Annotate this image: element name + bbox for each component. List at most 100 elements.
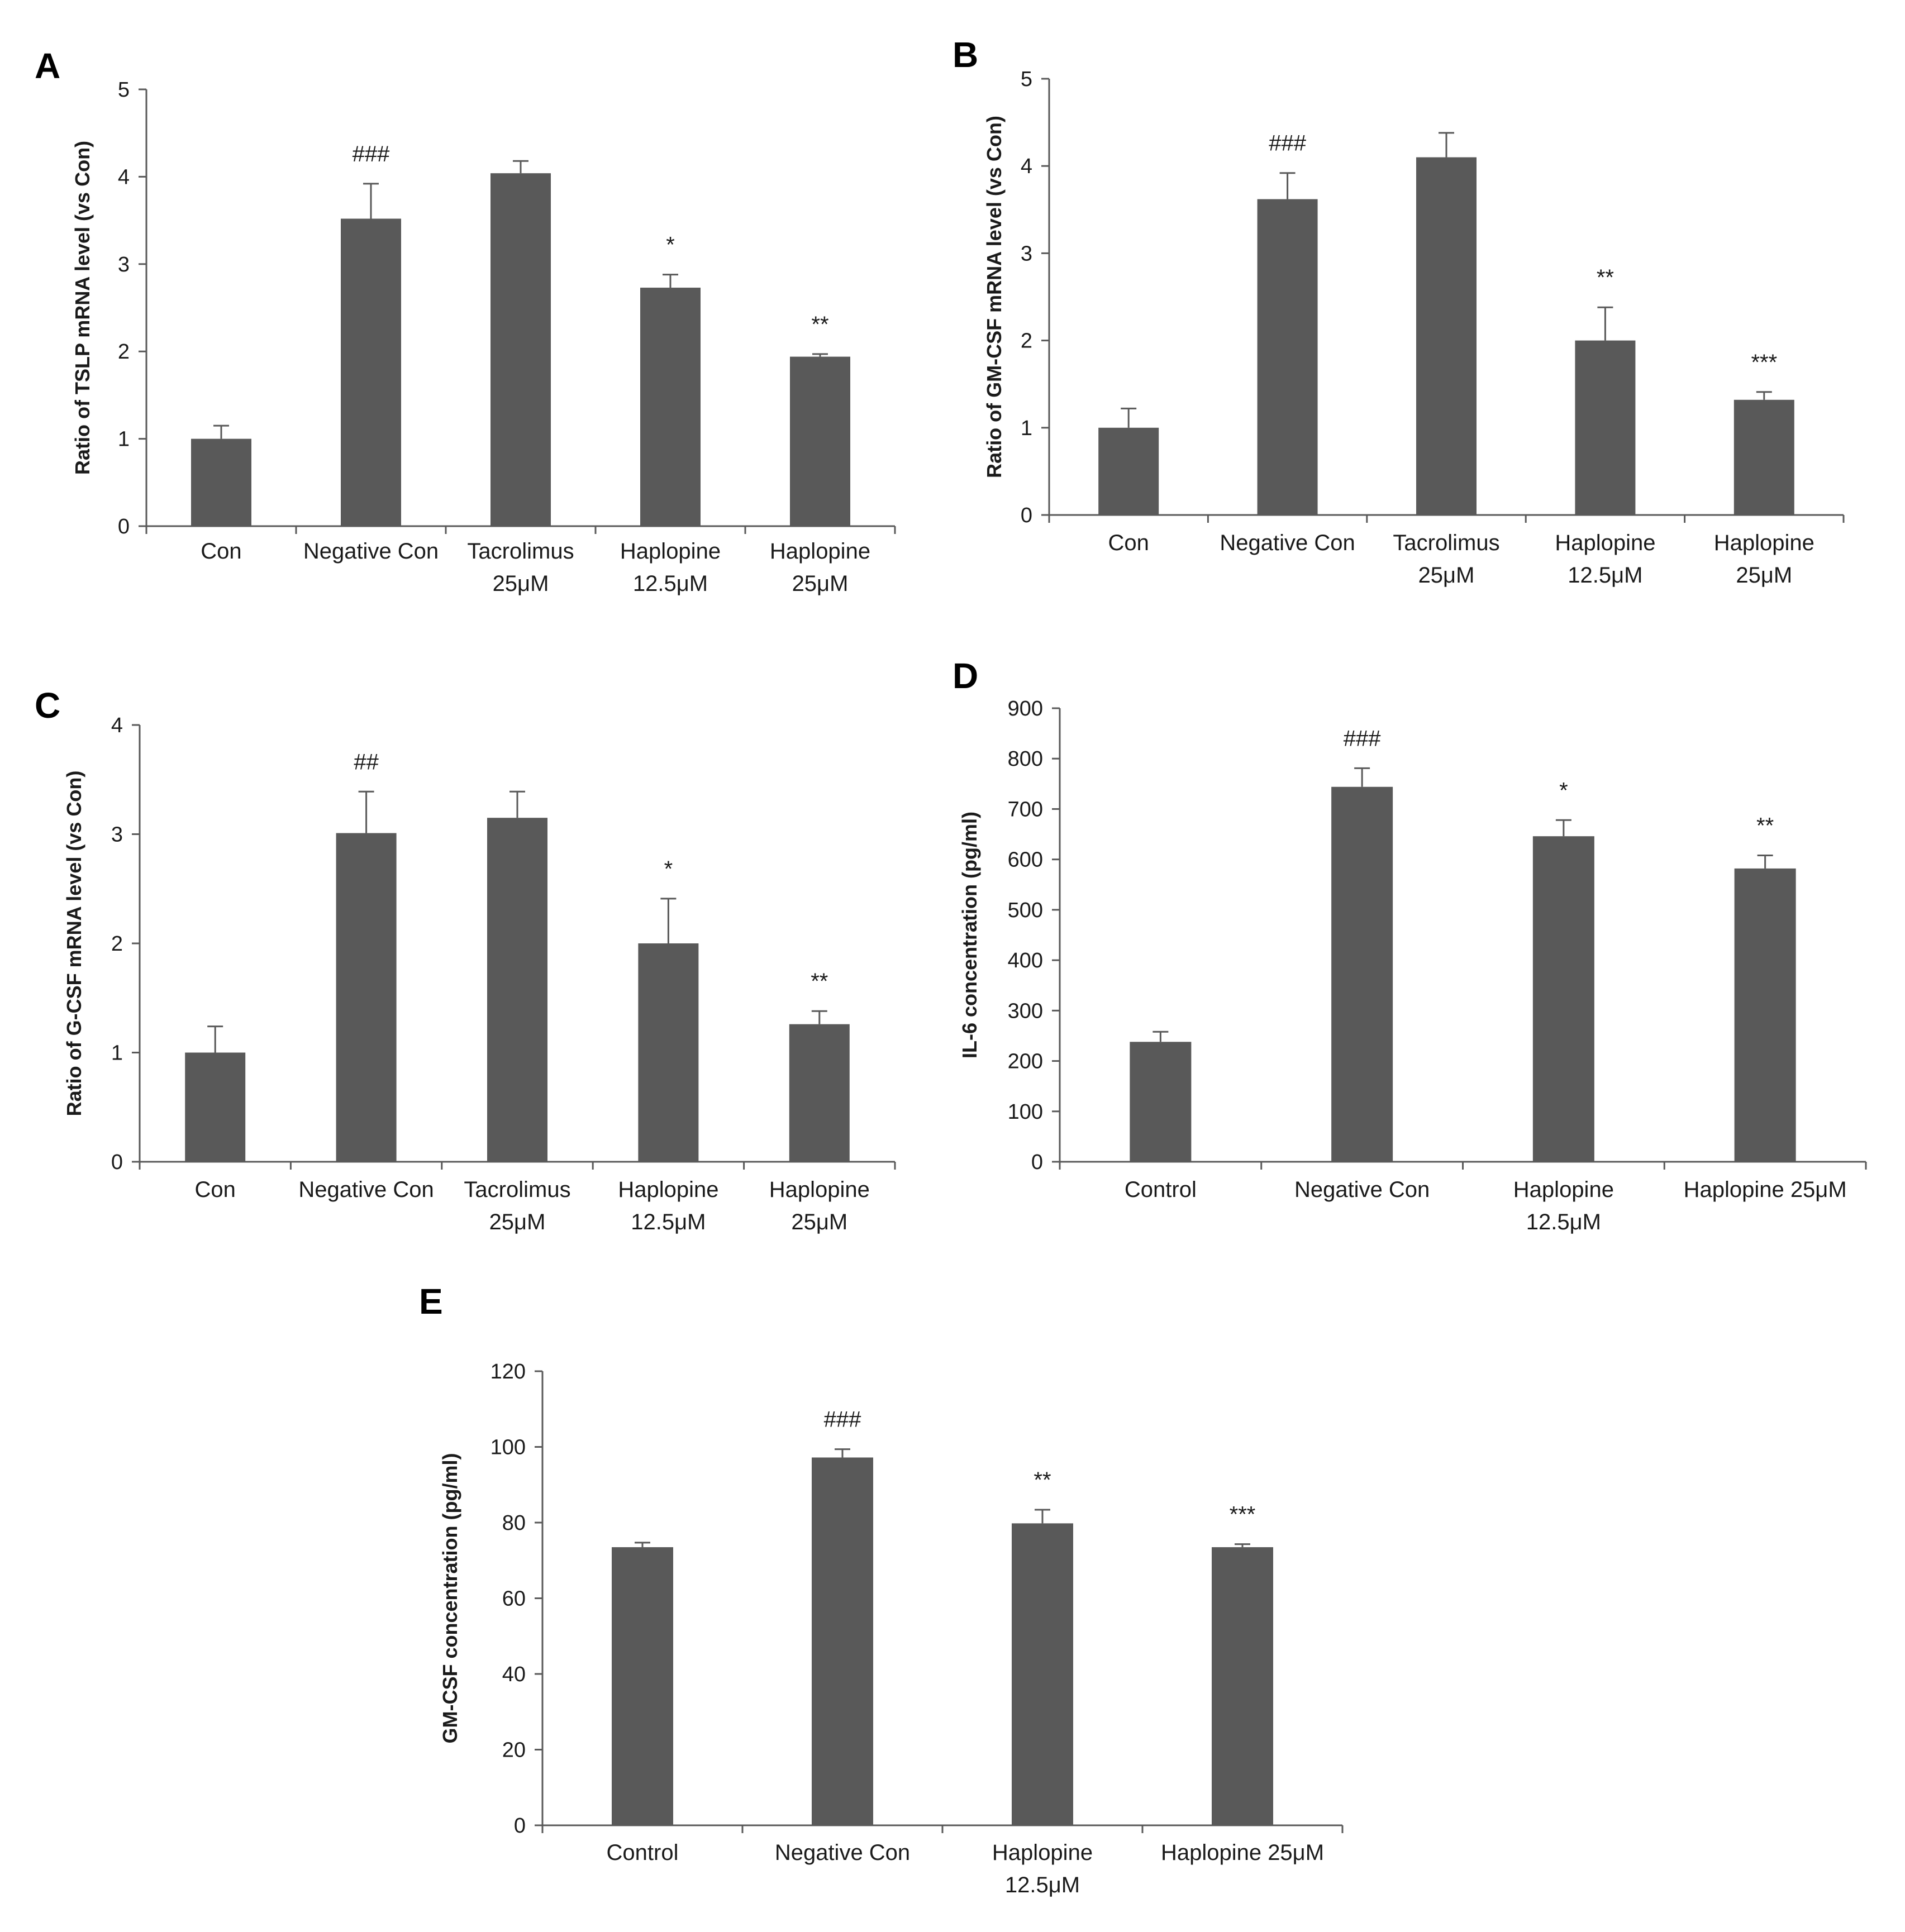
- bar: [487, 818, 547, 1162]
- significance-label: ##: [354, 750, 379, 774]
- y-tick-label: 100: [490, 1436, 526, 1459]
- significance-label: ###: [824, 1408, 861, 1432]
- x-tick-label: Tacrolimus: [467, 539, 574, 564]
- y-tick-label: 3: [111, 823, 123, 847]
- x-tick-label: Negative Con: [1220, 531, 1355, 555]
- y-tick-label: 2: [118, 340, 130, 364]
- panel-label: B: [952, 35, 978, 75]
- bar: [638, 943, 699, 1162]
- y-tick-label: 1: [118, 428, 130, 451]
- y-tick-label: 600: [1008, 848, 1043, 872]
- x-tick-label: Negative Con: [303, 539, 439, 564]
- y-tick-label: 120: [490, 1360, 526, 1384]
- y-tick-label: 80: [502, 1511, 526, 1535]
- x-tick-label: 25μM: [489, 1210, 546, 1234]
- x-tick-label: 12.5μM: [633, 571, 708, 596]
- y-tick-label: 200: [1008, 1050, 1043, 1074]
- bar: [1130, 1042, 1192, 1162]
- panel-e: E 0 20 40 60 80 100 120 GM-CSF concentration (pg…: [419, 1281, 1344, 1897]
- y-tick-label: 0: [1031, 1151, 1043, 1174]
- bar: [1212, 1547, 1273, 1825]
- x-tick-label: 12.5μM: [631, 1210, 706, 1234]
- x-tick-label: 12.5μM: [1005, 1873, 1080, 1897]
- significance-label: ###: [353, 142, 390, 166]
- x-tick-label: 25μM: [791, 1210, 847, 1234]
- x-tick-label: Con: [1108, 531, 1149, 555]
- bar: [336, 833, 397, 1162]
- significance-label: **: [811, 312, 828, 337]
- y-tick-label: 2: [111, 932, 123, 956]
- bar: [640, 288, 701, 526]
- y-tick-label: 0: [111, 1151, 123, 1174]
- bar: [341, 218, 401, 526]
- y-tick-label: 20: [502, 1739, 526, 1762]
- significance-label: *: [666, 233, 675, 257]
- y-tick-label: 800: [1008, 747, 1043, 771]
- x-tick-label: 25μM: [493, 571, 549, 596]
- x-tick-label: Negative Con: [775, 1840, 910, 1865]
- x-tick-label: Haplopine 25μM: [1161, 1840, 1324, 1865]
- bar: [1416, 157, 1477, 516]
- y-axis-label: IL-6 concentration (pg/ml): [958, 812, 981, 1058]
- x-tick-label: Haplopine 25μM: [1684, 1177, 1847, 1202]
- x-tick-label: 25μM: [792, 571, 849, 596]
- bar: [490, 173, 551, 526]
- y-tick-label: 500: [1008, 899, 1043, 922]
- bar: [789, 1024, 850, 1162]
- y-axis-label: Ratio of TSLP mRNA level (vs Con): [71, 141, 94, 475]
- y-tick-label: 60: [502, 1587, 526, 1611]
- y-tick-label: 0: [118, 515, 130, 538]
- bar: [1575, 340, 1636, 515]
- y-tick-label: 4: [1021, 155, 1032, 178]
- bar: [612, 1547, 673, 1825]
- x-tick-label: Negative Con: [298, 1177, 434, 1202]
- panel-label: A: [35, 46, 60, 86]
- panel-c: C 0 1 2 3 4 Ratio of G-CSF mRNA level (vs Con)…: [35, 685, 896, 1234]
- bar: [1734, 868, 1796, 1162]
- bar: [812, 1457, 873, 1825]
- y-tick-label: 40: [502, 1663, 526, 1686]
- x-tick-label: Haplopine: [1714, 531, 1814, 555]
- significance-label: **: [1034, 1468, 1051, 1492]
- bar: [1012, 1523, 1073, 1825]
- significance-label: ***: [1751, 350, 1777, 375]
- x-tick-label: Negative Con: [1294, 1177, 1430, 1202]
- y-tick-label: 5: [1021, 68, 1032, 91]
- x-tick-label: Haplopine: [1513, 1177, 1614, 1202]
- y-tick-label: 1: [1021, 417, 1032, 440]
- significance-label: *: [1559, 778, 1568, 803]
- x-tick-label: Haplopine: [769, 1177, 870, 1202]
- y-tick-label: 100: [1008, 1100, 1043, 1124]
- panel-b: B 0 1 2 3 4 5 Ratio of GM-CSF mRNA level (vs Co…: [952, 35, 1845, 588]
- y-tick-label: 5: [118, 78, 130, 102]
- x-tick-label: Control: [607, 1840, 679, 1865]
- x-tick-label: Control: [1125, 1177, 1197, 1202]
- bar: [185, 1052, 246, 1162]
- significance-label: ***: [1230, 1502, 1256, 1527]
- bar: [790, 356, 850, 526]
- panel-a: A 0 1 2 3 4 5 Ratio of TSLP mRNA level (vs Con)…: [35, 46, 896, 596]
- y-tick-label: 700: [1008, 798, 1043, 821]
- y-tick-label: 300: [1008, 999, 1043, 1023]
- significance-label: ###: [1344, 726, 1381, 751]
- bar: [1532, 836, 1594, 1162]
- bar: [1257, 199, 1318, 515]
- y-tick-label: 0: [514, 1814, 526, 1838]
- panel-label: D: [952, 656, 978, 696]
- y-tick-label: 900: [1008, 697, 1043, 721]
- x-tick-label: 25μM: [1736, 563, 1792, 588]
- panel-d: D 0 100 200 300 400 500 600 700 800 900 IL-6 concen…: [952, 656, 1867, 1234]
- y-tick-label: 3: [1021, 242, 1032, 265]
- x-tick-label: Haplopine: [1555, 531, 1655, 555]
- x-tick-label: 25μM: [1418, 563, 1475, 588]
- x-tick-label: Haplopine: [770, 539, 870, 564]
- y-axis-label: Ratio of GM-CSF mRNA level (vs Con): [983, 116, 1006, 478]
- bar: [1331, 786, 1393, 1162]
- bar: [1098, 427, 1159, 515]
- significance-label: **: [811, 969, 828, 994]
- significance-label: **: [1597, 265, 1614, 290]
- x-tick-label: Haplopine: [618, 1177, 718, 1202]
- x-tick-label: Haplopine: [620, 539, 721, 564]
- significance-label: *: [664, 857, 673, 881]
